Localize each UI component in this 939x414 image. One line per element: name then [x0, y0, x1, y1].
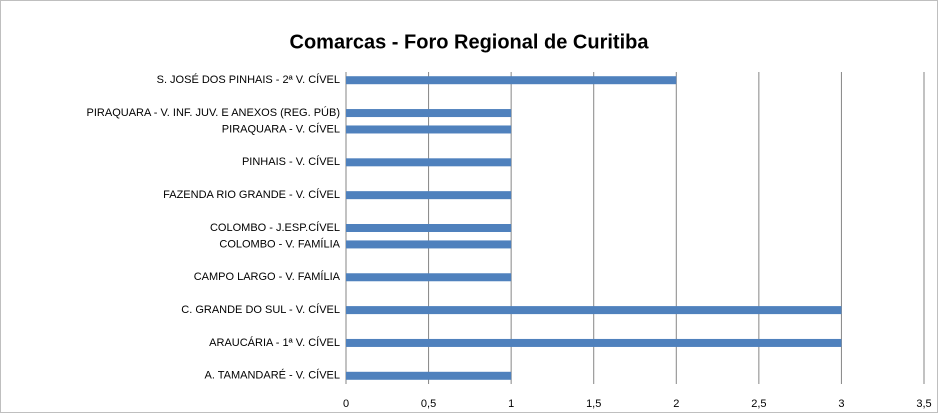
bar: [346, 273, 512, 282]
y-tick-label: A. TAMANDARÉ - V. CÍVEL: [204, 369, 340, 382]
x-tick-label: 1: [508, 398, 514, 410]
bar: [346, 240, 512, 249]
x-tick-label: 0: [343, 398, 349, 410]
y-tick-label: PIRAQUARA - V. CÍVEL: [222, 122, 340, 135]
bar: [346, 306, 842, 315]
bar: [346, 338, 842, 347]
y-tick-label: PINHAIS - V. CÍVEL: [242, 155, 340, 168]
y-tick-label: COLOMBO - J.ESP.CÍVEL: [210, 221, 340, 234]
x-tick-label: 3: [838, 398, 844, 410]
y-tick-label: CAMPO LARGO - V. FAMÍLIA: [194, 270, 341, 283]
bar: [346, 158, 512, 167]
y-tick-label: PIRAQUARA - V. INF. JUV. E ANEXOS (REG. …: [87, 106, 340, 119]
x-tick-label: 0,5: [421, 398, 436, 410]
bar: [346, 224, 512, 232]
bar: [346, 191, 512, 200]
y-tick-label: COLOMBO - V. FAMÍLIA: [219, 237, 340, 250]
x-tick-label: 3,5: [916, 398, 931, 410]
x-tick-label: 1,5: [586, 398, 601, 410]
bar: [346, 76, 677, 85]
x-tick-label: 2: [673, 398, 679, 410]
bar: [346, 125, 512, 134]
bar: [346, 109, 512, 118]
y-tick-label: ARAUCÁRIA - 1ª V. CÍVEL: [209, 336, 340, 349]
bar: [346, 371, 512, 380]
chart-title: Comarcas - Foro Regional de Curitiba: [290, 31, 650, 53]
y-tick-label: C. GRANDE DO SUL - V. CÍVEL: [181, 303, 340, 316]
y-tick-label: FAZENDA RIO GRANDE - V. CÍVEL: [163, 188, 340, 201]
x-tick-label: 2,5: [751, 398, 766, 410]
y-tick-label: S. JOSÉ DOS PINHAIS - 2ª V. CÍVEL: [157, 73, 340, 86]
